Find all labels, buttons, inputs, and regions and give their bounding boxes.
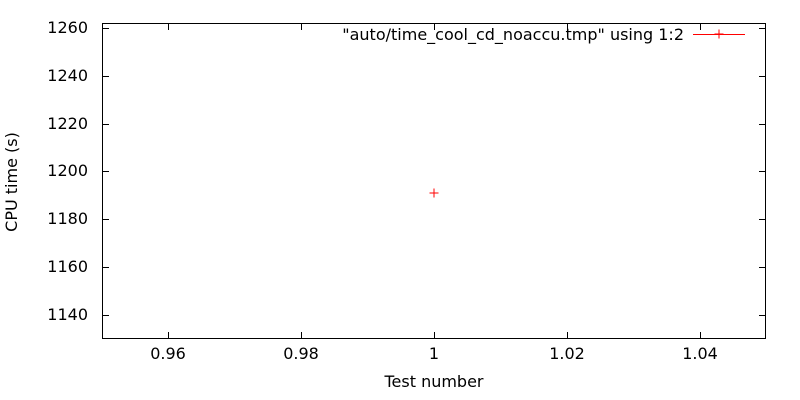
y-axis-tick-mirror — [759, 76, 765, 77]
y-axis-tick-mirror — [759, 267, 765, 268]
legend-sample-line — [693, 29, 745, 40]
x-axis-title: Test number — [384, 372, 484, 391]
y-tick-label: 1220 — [47, 114, 88, 133]
x-axis-tick-mirror — [301, 24, 302, 30]
x-axis-tick-mirror — [434, 24, 435, 30]
x-tick-label: 0.96 — [150, 344, 186, 363]
x-tick-label: 1.02 — [549, 344, 585, 363]
y-tick-label: 1140 — [47, 305, 88, 324]
data-point — [429, 188, 439, 198]
x-axis-tick-mirror — [700, 24, 701, 30]
legend-series-label: "auto/time_cool_cd_noaccu.tmp" using 1:2 — [342, 24, 684, 44]
y-axis-tick — [103, 219, 109, 220]
plus-marker-icon — [714, 29, 724, 39]
y-tick-label: 1240 — [47, 66, 88, 85]
x-tick-label: 0.98 — [283, 344, 319, 363]
x-axis-tick-mirror — [567, 24, 568, 30]
x-axis-tick — [168, 332, 169, 338]
y-axis-tick-mirror — [759, 315, 765, 316]
x-axis-tick — [567, 332, 568, 338]
y-axis-tick — [103, 124, 109, 125]
y-tick-label: 1180 — [47, 209, 88, 228]
y-tick-label: 1160 — [47, 257, 88, 276]
x-axis-tick — [434, 332, 435, 338]
x-tick-label: 1 — [428, 344, 440, 363]
y-axis-tick-mirror — [759, 219, 765, 220]
y-tick-label: 1200 — [47, 161, 88, 180]
x-axis-tick — [301, 332, 302, 338]
x-axis-tick — [700, 332, 701, 338]
y-axis-tick — [103, 171, 109, 172]
y-axis-tick — [103, 28, 109, 29]
y-axis-tick-mirror — [759, 28, 765, 29]
plot-area — [102, 23, 766, 339]
y-axis-tick — [103, 315, 109, 316]
y-axis-tick — [103, 267, 109, 268]
y-tick-label: 1260 — [47, 18, 88, 37]
x-tick-label: 1.04 — [682, 344, 718, 363]
x-axis-tick-mirror — [168, 24, 169, 30]
legend: "auto/time_cool_cd_noaccu.tmp" using 1:2 — [342, 24, 745, 44]
y-axis-tick-mirror — [759, 124, 765, 125]
y-axis-tick-mirror — [759, 171, 765, 172]
y-axis-tick — [103, 76, 109, 77]
